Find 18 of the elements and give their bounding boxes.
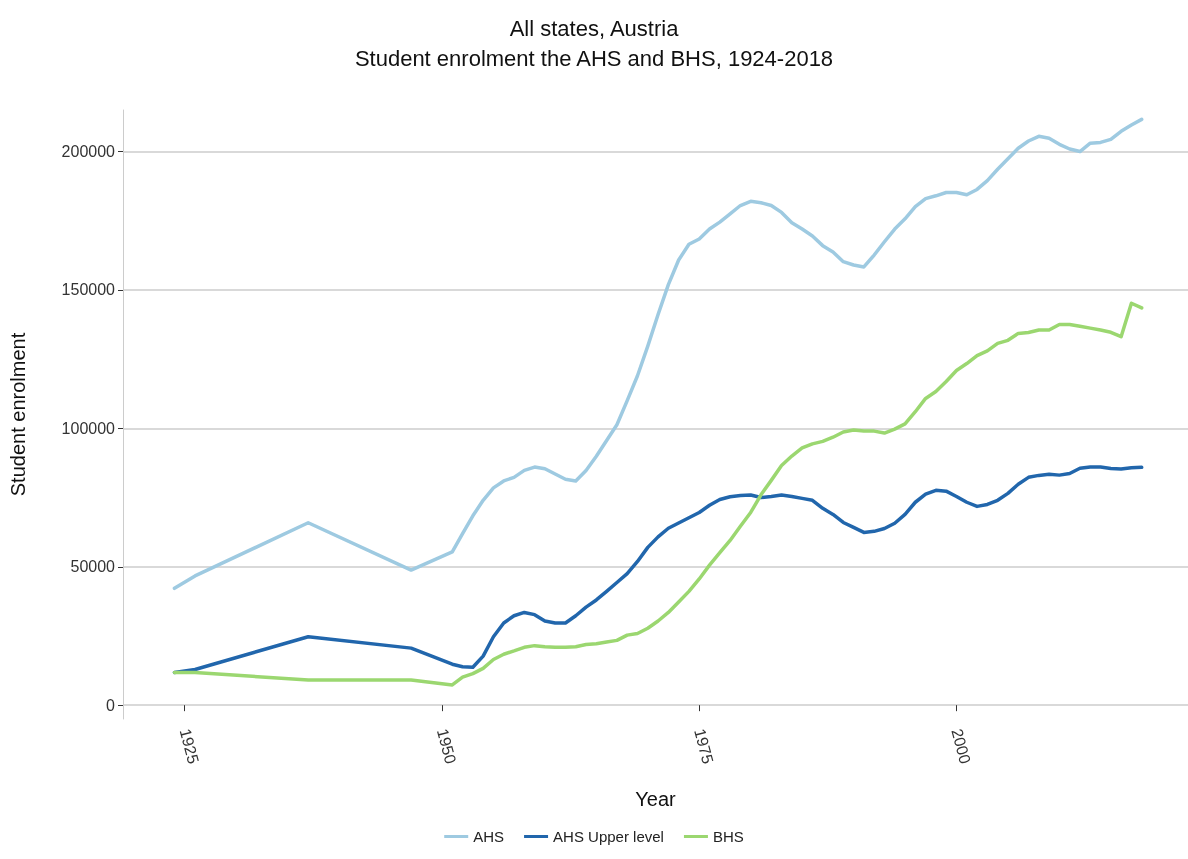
legend-label: AHS Upper level <box>553 828 664 845</box>
chart-title: All states, Austria <box>509 15 680 41</box>
x-tick-label: 2000 <box>948 726 974 766</box>
chart-subtitle: Student enrolment the AHS and BHS, 1924-2018 <box>354 45 834 71</box>
y-axis-title: Student enrolment <box>7 332 29 497</box>
legend-label: AHS <box>473 828 505 845</box>
x-tick-label: 1975 <box>691 726 717 766</box>
y-tick-label: 100000 <box>61 419 116 437</box>
y-tick-label: 200000 <box>61 143 116 161</box>
line-series <box>172 301 1144 687</box>
legend-label: BHS <box>712 828 744 845</box>
x-axis-title: Year <box>635 788 677 810</box>
x-tick-label: 1925 <box>176 726 203 766</box>
x-tick-label: 1950 <box>433 726 460 766</box>
line-series <box>172 117 1144 591</box>
y-tick-label: 150000 <box>61 281 116 299</box>
y-tick-label: 0 <box>106 696 116 714</box>
y-tick-label: 50000 <box>70 558 116 576</box>
